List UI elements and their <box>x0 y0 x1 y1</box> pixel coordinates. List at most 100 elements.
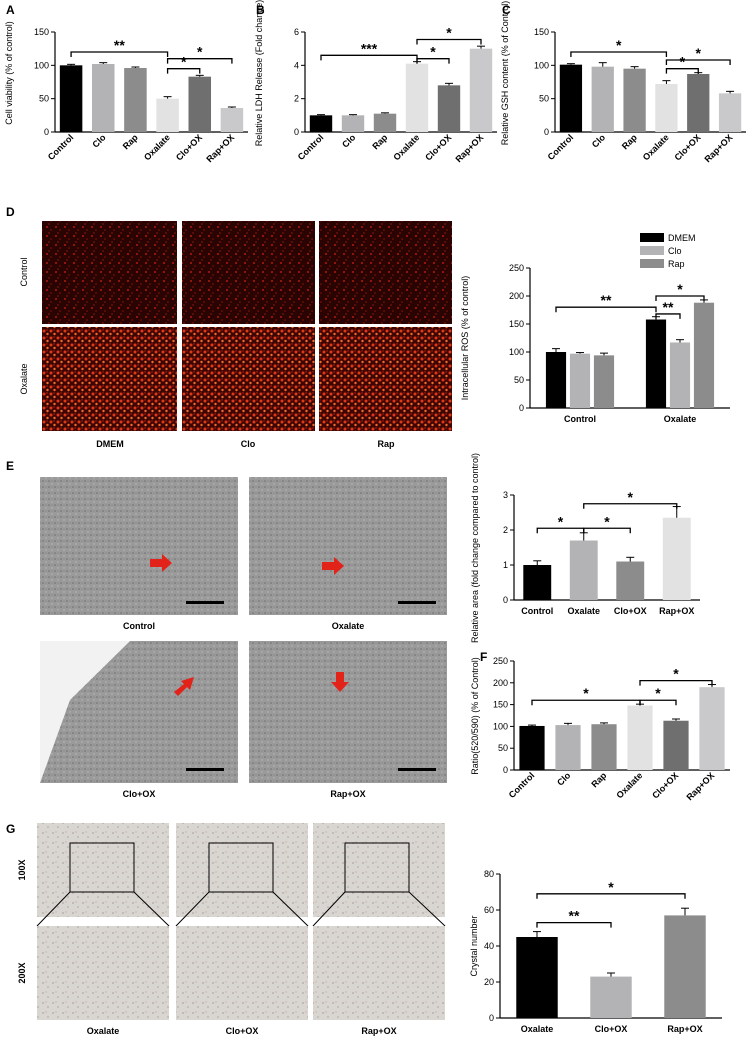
bar <box>545 352 567 408</box>
chart-a-cell-viability: 0 50 100 150 Cell viability (% of control) Co… <box>4 21 248 164</box>
bar <box>569 540 598 600</box>
tem-image-control <box>40 477 238 615</box>
significance-label: * <box>430 44 436 60</box>
legend-label: DMEM <box>668 233 696 243</box>
tem-caption-clo-ox: Clo+OX <box>123 789 156 799</box>
panel-d-images: Control Oxalate DMEM Clo Rap <box>19 221 452 449</box>
chart-b-ldh-release: 0 2 4 6 Relative LDH Release (Fold change) Co… <box>254 0 497 164</box>
significance-bracket <box>320 54 418 61</box>
x-tick-label: Rap+OX <box>667 1024 702 1034</box>
significance-bracket <box>655 313 681 319</box>
x-tick-label: Rap <box>620 132 639 151</box>
bar <box>516 937 558 1018</box>
x-tick-label: Rap <box>121 132 140 151</box>
significance-label: * <box>680 54 686 70</box>
red-arrow-icon <box>174 677 194 696</box>
chart-c-gsh-content: 0 50 100 150 Relative GSH content (% of Cont… <box>500 1 746 164</box>
bar <box>662 517 691 600</box>
chart-e-relative-area: 0 1 2 3 Relative area (fold change compared … <box>470 453 700 643</box>
y-tick-label: 150 <box>509 319 524 329</box>
y-axis-label: Ratio(520/590) (% of Control) <box>470 657 480 775</box>
bar <box>569 353 591 408</box>
significance-label: ** <box>569 908 580 924</box>
ros-col-label-dmem: DMEM <box>96 439 124 449</box>
y-tick-label: 200 <box>493 678 508 688</box>
x-tick-label: Oxalate <box>641 132 671 162</box>
legend-swatch <box>640 259 664 268</box>
panel-letter-f: F <box>480 650 487 664</box>
x-tick-label: Oxalate <box>567 606 600 616</box>
y-tick-label: 6 <box>294 27 299 37</box>
crystal-image-200x-oxalate <box>37 926 169 1020</box>
y-tick-label: 100 <box>534 60 549 70</box>
crystal-col-label-rap-ox: Rap+OX <box>361 1026 396 1036</box>
significance-bracket <box>555 306 657 313</box>
y-tick-label: 100 <box>509 347 524 357</box>
significance-bracket <box>583 527 631 534</box>
significance-label: * <box>608 879 614 895</box>
x-tick-label: Control <box>46 132 76 162</box>
x-tick-label: Rap+OX <box>684 770 716 802</box>
significance-label: *** <box>361 40 378 56</box>
zoom-line <box>312 891 346 927</box>
y-tick-label: 50 <box>539 94 549 104</box>
bar <box>437 85 461 132</box>
bar <box>519 725 545 770</box>
chart-f-ratio: 0 50 100 150 200 250 Ratio(520/590) (% of Cont… <box>470 656 730 802</box>
x-tick-label: Rap <box>370 132 389 151</box>
zoom-line <box>133 891 170 927</box>
significance-label: * <box>628 489 634 505</box>
ros-image-oxalate-rap <box>319 327 452 431</box>
ros-image-oxalate-dmem <box>42 327 177 431</box>
bar <box>341 115 365 132</box>
y-tick-label: 1 <box>503 560 508 570</box>
crystal-col-label-oxalate: Oxalate <box>87 1026 120 1036</box>
ros-image-oxalate-clo <box>182 327 315 431</box>
crystal-row-label-200x: 200X <box>17 962 27 983</box>
tem-image-rap-ox <box>249 641 447 783</box>
y-axis-label: Relative area (fold change compared to c… <box>470 453 480 643</box>
x-tick-label: Clo <box>555 770 573 788</box>
significance-label: * <box>446 25 452 41</box>
y-tick-label: 20 <box>484 977 494 987</box>
y-tick-label: 0 <box>503 595 508 605</box>
x-tick-label: Oxalate <box>391 132 421 162</box>
y-axis-label: Crystal number <box>469 915 479 976</box>
y-tick-label: 0 <box>294 127 299 137</box>
bar <box>669 342 691 408</box>
tem-clo-ox-blank-area <box>40 641 130 783</box>
significance-label: * <box>583 685 589 701</box>
significance-bracket <box>570 51 668 57</box>
significance-bracket <box>416 38 482 45</box>
bar <box>591 66 614 132</box>
y-tick-label: 2 <box>294 94 299 104</box>
crystal-image-100x-clo-ox <box>176 823 308 917</box>
significance-label: * <box>558 513 564 529</box>
significance-label: * <box>604 513 610 529</box>
y-tick-label: 0 <box>544 127 549 137</box>
y-tick-label: 0 <box>44 127 49 137</box>
panel-letters: A B C D E F G <box>6 3 511 836</box>
panel-letter-a: A <box>6 3 15 17</box>
x-tick-label: Control <box>564 414 596 424</box>
legend-swatch <box>640 233 664 242</box>
panel-letter-b: B <box>256 3 265 17</box>
significance-bracket <box>536 921 612 928</box>
significance-label: * <box>677 281 683 297</box>
y-tick-label: 4 <box>294 60 299 70</box>
x-tick-label: Clo+OX <box>174 132 204 162</box>
x-tick-label: Clo+OX <box>650 770 680 800</box>
scale-bar <box>186 601 224 604</box>
significance-bracket <box>536 893 686 899</box>
crystal-image-200x-clo-ox <box>176 926 308 1020</box>
significance-bracket <box>70 51 169 57</box>
significance-bracket <box>665 68 699 74</box>
y-tick-label: 200 <box>509 291 524 301</box>
bar <box>645 319 667 408</box>
significance-bracket <box>639 699 677 706</box>
ros-image-control-dmem <box>42 221 177 324</box>
significance-label: ** <box>114 37 125 53</box>
ros-image-control-clo <box>182 221 315 324</box>
bar <box>469 48 493 132</box>
crystal-row-label-100x: 100X <box>17 859 27 880</box>
